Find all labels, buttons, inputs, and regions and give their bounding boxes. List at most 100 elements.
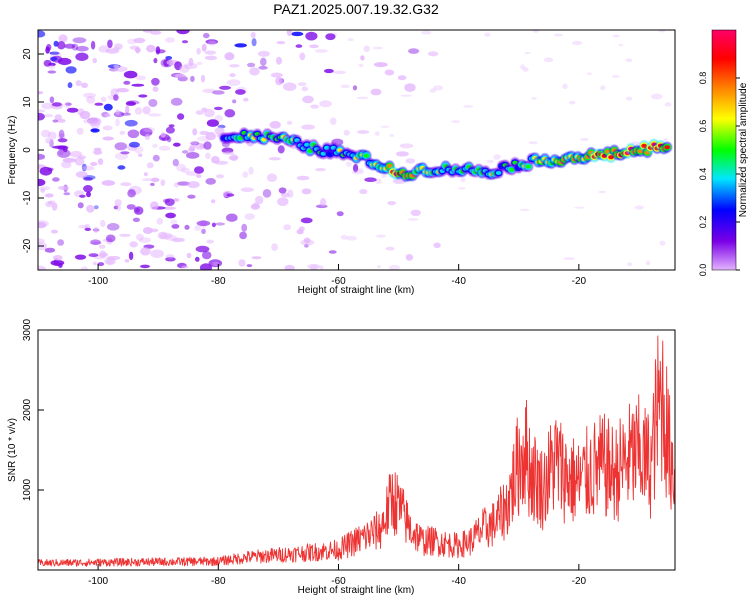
noise-blob [520, 64, 525, 70]
noise-blob [303, 237, 311, 244]
noise-blob [201, 43, 207, 52]
noise-blob [115, 88, 130, 93]
noise-blob [297, 82, 307, 86]
noise-blob [83, 92, 96, 99]
noise-blob [165, 254, 175, 259]
noise-blob [90, 239, 101, 245]
noise-blob [135, 75, 146, 81]
noise-blob [86, 204, 95, 213]
noise-blob [286, 30, 293, 36]
noise-blob [248, 166, 254, 175]
noise-blob [38, 178, 46, 187]
noise-blob [244, 213, 255, 220]
noise-blob [126, 100, 140, 105]
noise-blob [235, 89, 246, 95]
noise-blob [58, 34, 68, 43]
noise-blob [240, 187, 254, 192]
noise-blob [170, 219, 178, 225]
noise-blob [104, 113, 111, 118]
noise-blob [519, 208, 530, 212]
noise-blob [282, 82, 297, 91]
noise-blob [421, 30, 432, 35]
noise-blob [205, 132, 216, 141]
noise-blob [124, 119, 138, 127]
noise-blob [363, 45, 370, 53]
noise-blob [160, 232, 173, 240]
noise-blob [611, 75, 620, 78]
noise-blob [75, 45, 89, 52]
noise-blob [48, 64, 55, 70]
noise-blob [131, 83, 145, 87]
noise-blob [52, 145, 67, 149]
noise-blob [57, 239, 64, 246]
ridge-core [327, 152, 333, 156]
noise-blob [664, 102, 672, 107]
noise-blob [300, 239, 315, 246]
noise-blob [69, 150, 83, 158]
noise-blob [229, 64, 240, 68]
noise-blob [299, 52, 306, 61]
noise-blob [195, 256, 200, 262]
noise-blob [58, 133, 66, 140]
noise-blob [107, 39, 113, 49]
noise-blob [429, 88, 437, 93]
noise-blob [52, 177, 60, 182]
noise-blob [127, 189, 136, 198]
noise-blob [586, 72, 592, 75]
noise-blob [93, 147, 102, 151]
noise-blob [528, 141, 538, 145]
noise-blob [305, 31, 318, 41]
noise-blob [433, 242, 441, 249]
noise-blob [345, 161, 352, 167]
noise-blob [571, 40, 583, 46]
noise-blob [271, 243, 278, 252]
noise-blob [404, 83, 416, 92]
noise-blob [38, 112, 45, 121]
noise-blob [486, 159, 494, 164]
noise-blob [204, 50, 217, 55]
colorbar-tick-label: 0.0 [698, 264, 708, 277]
noise-blob [199, 143, 205, 149]
noise-blob [99, 250, 107, 259]
noise-blob [202, 251, 212, 260]
noise-blob [126, 204, 136, 210]
noise-blob [138, 94, 148, 98]
noise-blob [176, 30, 190, 35]
noise-blob [310, 104, 320, 109]
noise-blob [97, 262, 105, 267]
noise-blob [64, 43, 76, 49]
noise-blob [433, 85, 444, 91]
noise-blob [190, 75, 195, 82]
noise-blob [94, 102, 104, 106]
noise-blob [650, 93, 663, 100]
noise-blob [152, 154, 160, 162]
noise-blob [357, 168, 364, 173]
noise-blob [98, 45, 110, 53]
noise-blob [174, 73, 186, 78]
noise-blob [75, 52, 89, 61]
noise-blob [360, 55, 365, 61]
noise-blob [457, 187, 466, 190]
spectrogram-panel: -100 -80 -60 -40 -20 20 10 0 -10 -20 Height of s… [7, 29, 676, 296]
noise-blob [190, 141, 200, 146]
noise-blob [98, 244, 106, 249]
noise-blob [238, 259, 246, 267]
noise-blob [212, 261, 219, 267]
noise-blob [150, 228, 159, 233]
noise-blob [164, 198, 175, 206]
noise-blob [120, 151, 130, 155]
noise-blob [86, 95, 96, 104]
ridge-core [363, 153, 370, 158]
noise-blob [340, 234, 348, 240]
noise-blob [376, 234, 386, 238]
noise-blob [324, 68, 334, 74]
noise-blob [65, 66, 77, 74]
noise-blob [381, 174, 387, 178]
noise-blob [203, 141, 212, 150]
noise-blob [38, 109, 46, 113]
noise-blob [205, 178, 216, 185]
noise-blob [659, 240, 666, 246]
noise-blob [200, 74, 206, 83]
x-tick-label: -100 [88, 276, 108, 287]
colorbar-tick-label: 0.2 [698, 216, 708, 229]
